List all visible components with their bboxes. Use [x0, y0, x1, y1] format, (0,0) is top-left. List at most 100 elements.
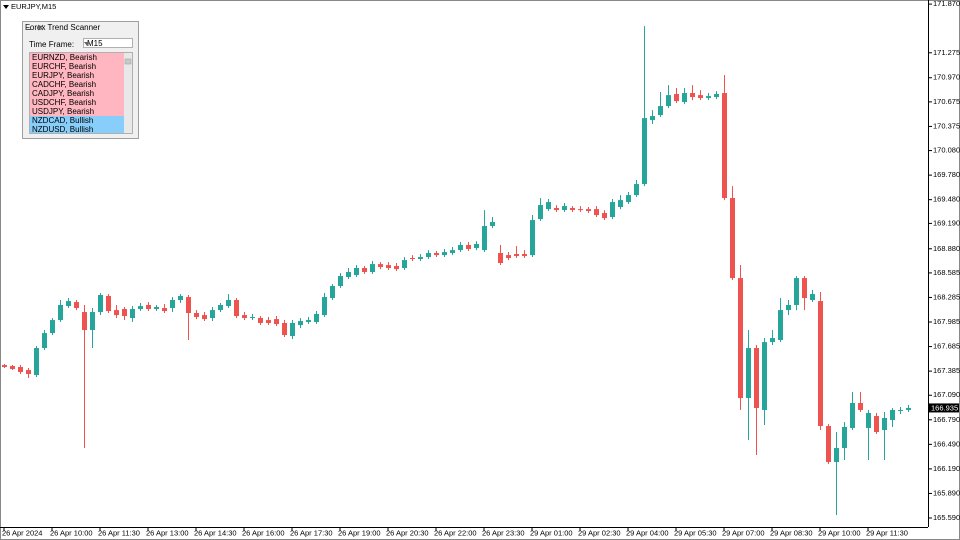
candle-body [786, 304, 791, 311]
candle-body [650, 116, 655, 121]
candle-body [530, 220, 535, 256]
candle-body [450, 250, 455, 254]
signal-item[interactable]: EURCHF, Bearish [30, 62, 124, 71]
candle-body [442, 252, 447, 256]
symbol-menu-arrow[interactable] [3, 5, 9, 9]
y-tick-label: 165.890 [933, 488, 960, 497]
candle-body [314, 313, 319, 323]
symbol-label: EURJPY,M15 [11, 2, 56, 11]
y-tick-label: 167.090 [933, 390, 960, 399]
candle-body [354, 268, 359, 276]
signal-item[interactable]: CADJPY, Bearish [30, 89, 124, 98]
x-tick-label: 26 Apr 14:30 [194, 528, 237, 537]
y-tick-label: 167.985 [933, 317, 960, 326]
candle-body [490, 222, 495, 227]
y-tick-label: 166.490 [933, 439, 960, 448]
select-arrow [84, 42, 90, 46]
x-tick-label: 26 Apr 16:00 [242, 528, 285, 537]
candle-body [66, 301, 71, 307]
candle-body [578, 209, 583, 211]
y-tick-label: 169.480 [933, 195, 960, 204]
scanner-panel: Forex Trend Scanner Time Frame: M15 EURN… [22, 21, 139, 139]
candle-body [642, 118, 647, 185]
candle-body [10, 366, 15, 369]
candle-body [538, 205, 543, 220]
candle-body [98, 295, 103, 313]
candle-body [866, 413, 871, 428]
signal-item[interactable]: NZDUSD, Bullish [30, 125, 124, 133]
candle-body [58, 304, 63, 321]
candle-body [322, 297, 327, 316]
close-button[interactable] [37, 24, 44, 31]
candle-body [850, 403, 855, 428]
signal-item[interactable]: NZDCAD, Bullish [30, 116, 124, 125]
y-tick-label: 170.375 [933, 121, 960, 130]
candle-body [306, 320, 311, 323]
candle-body [298, 321, 303, 326]
candle-body [626, 195, 631, 203]
x-tick-label: 26 Apr 10:00 [50, 528, 93, 537]
x-tick-label: 29 Apr 01:00 [530, 528, 573, 537]
candle-body [762, 342, 767, 410]
candle-body [506, 255, 511, 259]
y-tick-label: 167.685 [933, 342, 960, 351]
candle-body [474, 244, 479, 249]
candle-body [906, 407, 911, 410]
minimize-button[interactable] [26, 29, 31, 30]
timeframe-value: M15 [87, 39, 103, 48]
candle-body [666, 95, 671, 107]
y-tick-label: 169.190 [933, 218, 960, 227]
x-tick-label: 26 Apr 13:00 [146, 528, 189, 537]
x-tick-label: 26 Apr 20:30 [386, 528, 429, 537]
y-tick-label: 171.275 [933, 48, 960, 57]
candle-body [402, 260, 407, 269]
candle-body [162, 308, 167, 312]
candle-body [514, 254, 519, 257]
timeframe-select[interactable]: M15 [83, 38, 133, 48]
y-tick-label: 166.790 [933, 415, 960, 424]
candle-body [274, 319, 279, 325]
candle-body [218, 304, 223, 311]
scrollbar[interactable] [124, 53, 132, 133]
candle-body [242, 315, 247, 319]
candle-body [794, 278, 799, 305]
signal-item[interactable]: USDJPY, Bearish [30, 107, 124, 116]
y-tick-label: 169.780 [933, 170, 960, 179]
candle-body [746, 348, 751, 399]
signal-item[interactable]: EURNZD, Bearish [30, 53, 124, 62]
candle-body [2, 365, 7, 368]
x-tick-label: 26 Apr 17:30 [290, 528, 333, 537]
y-tick-label: 170.080 [933, 146, 960, 155]
candle-body [138, 306, 143, 309]
candle-body [842, 427, 847, 449]
candle-body [682, 93, 687, 103]
scroll-thumb [124, 58, 132, 65]
y-tick-label: 165.590 [933, 513, 960, 522]
candle-body [826, 426, 831, 463]
x-tick-label: 26 Apr 23:30 [482, 528, 525, 537]
candle-body [658, 106, 663, 116]
x-tick-label: 29 Apr 04:00 [626, 528, 669, 537]
x-tick-label: 26 Apr 11:30 [98, 528, 140, 537]
y-tick-label: 171.870 [933, 0, 960, 8]
candle-body [802, 278, 807, 299]
panel-header: Forex Trend Scanner [23, 22, 138, 34]
signal-item[interactable]: CADCHF, Bearish [30, 80, 124, 89]
panel-buttons [26, 24, 44, 31]
x-tick-label: 26 Apr 22:00 [434, 528, 477, 537]
candle-body [50, 320, 55, 334]
candle-body [426, 253, 431, 258]
signal-item[interactable]: USDCHF, Bearish [30, 98, 124, 107]
candle-body [170, 299, 175, 309]
y-tick-label: 166.190 [933, 464, 960, 473]
x-tick-label: 26 Apr 19:00 [338, 528, 381, 537]
y-tick-label: 167.385 [933, 366, 960, 375]
candle-body [26, 370, 31, 374]
candle-body [834, 448, 839, 463]
candle-body [674, 94, 679, 102]
signal-item[interactable]: EURJPY, Bearish [30, 71, 124, 80]
panel-title: Forex Trend Scanner [25, 23, 101, 32]
y-tick-label: 168.880 [933, 244, 960, 253]
candle-body [106, 295, 111, 312]
